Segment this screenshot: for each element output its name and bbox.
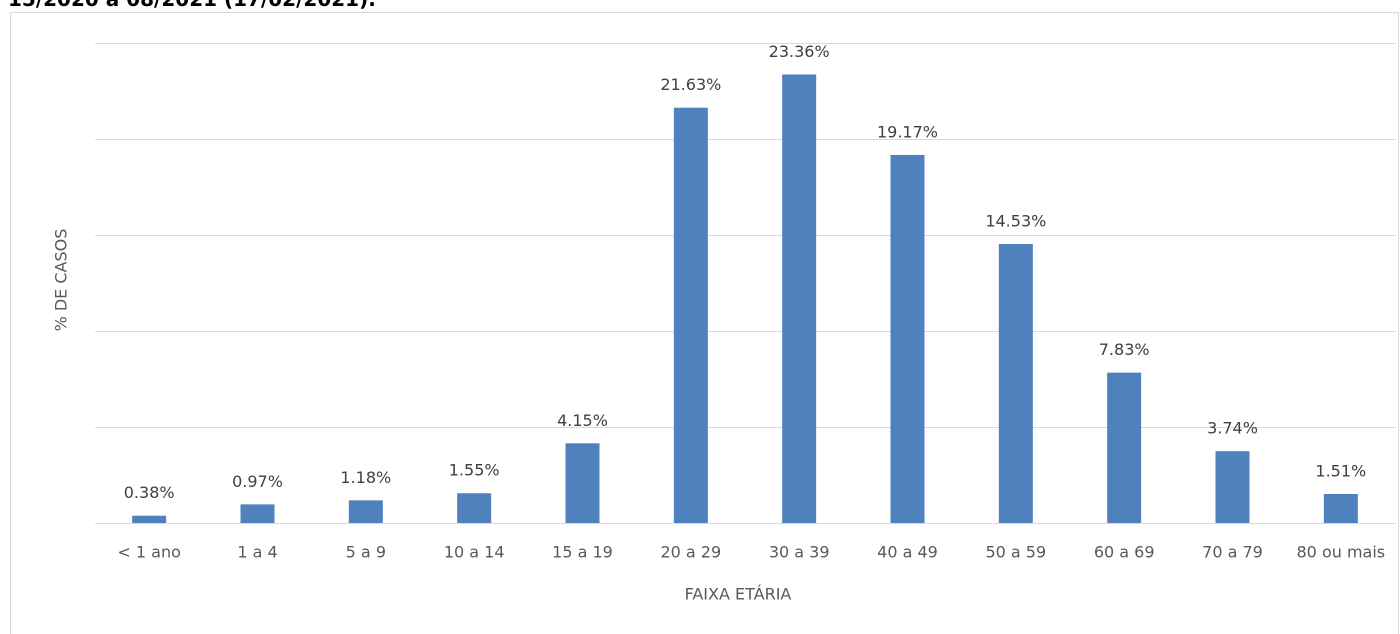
data-label: 19.17% — [877, 122, 938, 141]
x-tick-label: 5 a 9 — [346, 543, 386, 562]
bar — [565, 443, 600, 523]
data-label: 21.63% — [660, 75, 721, 94]
bar — [1215, 451, 1250, 523]
x-tick-label: 15 a 19 — [552, 543, 613, 562]
bar — [132, 515, 167, 523]
x-tick-label: 40 a 49 — [877, 543, 938, 562]
x-tick-label: 80 ou mais — [1297, 543, 1386, 562]
data-label: 0.97% — [232, 472, 283, 491]
x-tick-label: 10 a 14 — [444, 543, 505, 562]
x-tick-label: 50 a 59 — [985, 543, 1046, 562]
data-label: 0.38% — [124, 483, 175, 502]
x-tick-label: 30 a 39 — [769, 543, 830, 562]
data-label: 4.15% — [557, 411, 608, 430]
data-label: 3.74% — [1207, 419, 1258, 438]
bar — [890, 154, 925, 523]
bar — [1107, 372, 1142, 523]
x-tick-label: < 1 ano — [117, 543, 181, 562]
bar — [673, 107, 708, 523]
data-label: 1.18% — [340, 468, 391, 487]
bar — [998, 244, 1033, 524]
data-label: 23.36% — [769, 42, 830, 61]
x-axis-title: FAIXA ETÁRIA — [685, 585, 792, 604]
data-label: 7.83% — [1099, 340, 1150, 359]
bar — [1323, 494, 1358, 523]
data-label: 1.55% — [449, 461, 500, 480]
bar — [457, 493, 492, 523]
x-tick-label: 70 a 79 — [1202, 543, 1263, 562]
bar — [348, 500, 383, 523]
x-tick-label: 20 a 29 — [660, 543, 721, 562]
chart-title: 15/2020 a 08/2021 (17/02/2021). — [8, 0, 376, 11]
bar — [782, 74, 817, 523]
bar — [240, 504, 275, 523]
data-label: 14.53% — [985, 212, 1046, 231]
x-tick-label: 1 a 4 — [237, 543, 277, 562]
x-tick-label: 60 a 69 — [1094, 543, 1155, 562]
data-label: 1.51% — [1315, 462, 1366, 481]
y-axis-title: % DE CASOS — [52, 229, 71, 332]
